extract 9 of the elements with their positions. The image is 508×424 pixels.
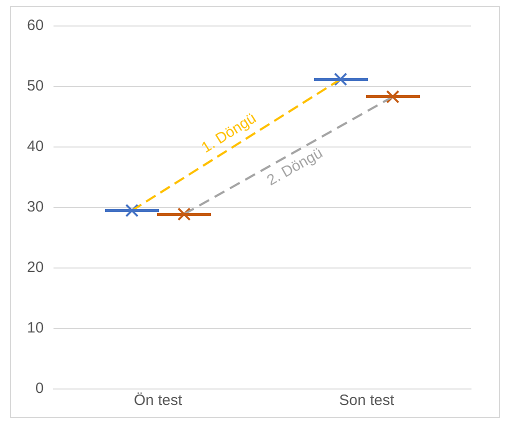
y-tick-label: 50	[26, 78, 44, 95]
y-tick-label: 10	[26, 320, 44, 337]
x-tick-label: Son test	[339, 392, 396, 410]
y-tick-label: 60	[26, 17, 44, 34]
y-tick-label: 30	[26, 198, 44, 216]
y-tick-label: 0	[35, 380, 44, 398]
x-tick-label: Ön test	[134, 392, 184, 410]
y-tick-label: 40	[26, 138, 44, 156]
y-tick-label: 20	[26, 259, 44, 276]
